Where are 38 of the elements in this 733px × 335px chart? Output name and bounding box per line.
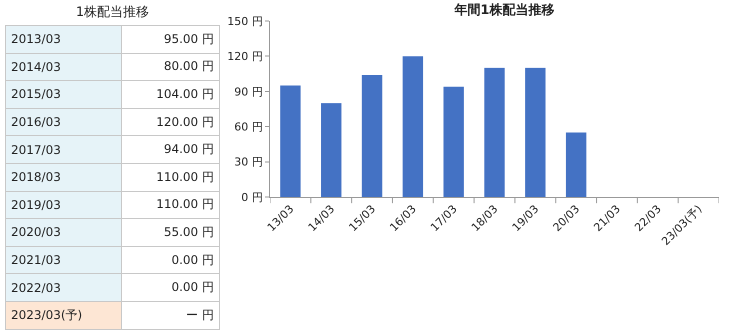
category-label: 2016/03	[6, 108, 122, 136]
bar	[362, 74, 382, 197]
data-label: 104.00 円	[122, 80, 220, 108]
data-label: 0.00 円	[122, 246, 220, 274]
data-label: 110.00 円	[122, 163, 220, 192]
y-tick-label: 150 円	[227, 14, 263, 28]
category-label: 2021/03	[6, 246, 122, 274]
bar	[484, 68, 505, 197]
chart-title: 年間1株配当推移	[453, 3, 554, 18]
bar	[321, 103, 342, 197]
bar	[443, 86, 464, 197]
data-label: 95.00 円	[122, 26, 220, 54]
data-label: ー 円	[122, 301, 220, 330]
y-tick-label: 0 円	[241, 190, 263, 204]
data-label: 55.00 円	[122, 218, 220, 246]
data-label: 0.00 円	[122, 274, 220, 302]
y-tick-label: 30 円	[234, 156, 263, 169]
category-label: 2014/03	[6, 53, 122, 81]
category-label: 2018/03	[6, 163, 122, 192]
category-label: 2020/03	[6, 218, 122, 246]
category-label: 2023/03(予)	[6, 301, 122, 330]
data-label: 120.00 円	[122, 108, 220, 136]
data-label: 110.00 円	[122, 191, 220, 219]
y-tick-label: 60 円	[234, 120, 263, 134]
category-label: 2015/03	[6, 80, 122, 108]
bar	[525, 68, 546, 197]
y-tick-label: 90 円	[234, 85, 263, 98]
category-label: 2017/03	[6, 136, 122, 164]
category-label: 2022/03	[6, 274, 122, 302]
data-label: 80.00 円	[122, 53, 220, 81]
bar	[402, 56, 424, 197]
bar	[566, 132, 586, 197]
data-label: 94.00 円	[122, 136, 220, 164]
category-label: 2013/03	[6, 26, 122, 54]
text: 1株配当推移	[74, 4, 150, 22]
bar	[280, 86, 301, 197]
category-label: 2019/03	[6, 191, 122, 219]
y-tick-label: 120 円	[227, 50, 263, 64]
